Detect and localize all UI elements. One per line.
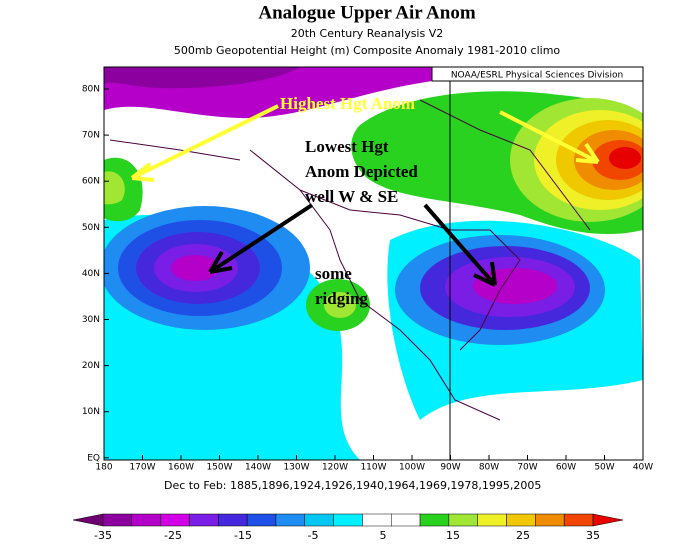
colorbar-bin (275, 513, 306, 527)
colorbar-label: -35 (94, 529, 112, 541)
colorbar-label: -5 (308, 529, 319, 541)
colorbar-label: 35 (586, 529, 600, 541)
colorbar-bin (419, 513, 450, 527)
colorbar-bin (448, 513, 478, 527)
subtitle: 20th Century Reanalysis V2 (291, 27, 444, 40)
lat-label: 40N (82, 269, 100, 279)
lat-label: 50N (82, 223, 100, 233)
annotation: some (315, 264, 352, 283)
lon-label: 90W (440, 463, 460, 473)
colorbar-label: -15 (234, 529, 252, 541)
colorbar-label: 5 (380, 529, 387, 541)
lat-label: 10N (82, 407, 100, 417)
arrows (130, 104, 600, 287)
lon-label: 60W (556, 463, 576, 473)
lon-label: 80W (479, 463, 499, 473)
credit-box (431, 66, 644, 82)
description: 500mb Geopotential Height (m) Composite … (174, 44, 561, 57)
annotation: well W & SE (305, 187, 398, 206)
lon-label: 50W (594, 463, 614, 473)
colorbar-bin (246, 513, 277, 527)
credit: NOAA/ESRL Physical Sciences Division (451, 71, 623, 81)
colorbar-label: 25 (516, 529, 530, 541)
lon-label: 170W (129, 463, 155, 473)
lon-label: 140W (245, 463, 271, 473)
colorbar-bin (362, 513, 392, 527)
lon-label: 120W (322, 463, 348, 473)
colorbar-bin (477, 513, 507, 527)
lon-label: 150W (206, 463, 232, 473)
lat-label: 30N (82, 315, 100, 325)
lat-label: 70N (82, 131, 100, 141)
colorbar-bin (563, 513, 594, 527)
colorbar-bin (218, 513, 248, 527)
lon-label: 110W (360, 463, 386, 473)
anomaly-field (104, 67, 643, 460)
colorbar-label: 15 (446, 529, 460, 541)
annotation: Anom Depicted (305, 162, 418, 181)
lat-label: 20N (82, 361, 100, 371)
lat-label: EQ (87, 453, 100, 463)
colorbar-bin (333, 513, 363, 527)
lat-label: 60N (82, 177, 100, 187)
colorbar-bin (189, 513, 219, 527)
annotation: ridging (315, 289, 368, 308)
annotation: Highest Hgt Anom (280, 94, 415, 113)
colorbar-bin (131, 513, 161, 527)
lon-label: 40W (633, 463, 653, 473)
lat-label: 80N (82, 85, 100, 95)
lon-label: 70W (517, 463, 537, 473)
colorbar-bin (506, 513, 536, 527)
colorbar-bin (390, 513, 421, 527)
colorbar-bin (304, 513, 334, 527)
colorbar-end (592, 513, 624, 527)
lon-label: 100W (399, 463, 425, 473)
title: Analogue Upper Air Anom (258, 2, 475, 23)
colorbar-bin (160, 513, 190, 527)
lon-label: 180 (95, 463, 112, 473)
colorbar-label: -25 (164, 529, 182, 541)
colorbar-end (72, 513, 104, 527)
annotation: Lowest Hgt (305, 137, 389, 156)
lon-label: 160W (168, 463, 194, 473)
colorbar-bin (102, 513, 133, 527)
colorbar-bin (535, 513, 565, 527)
lon-label: 130W (283, 463, 309, 473)
footer: Dec to Feb: 1885,1896,1924,1926,1940,196… (164, 479, 541, 492)
